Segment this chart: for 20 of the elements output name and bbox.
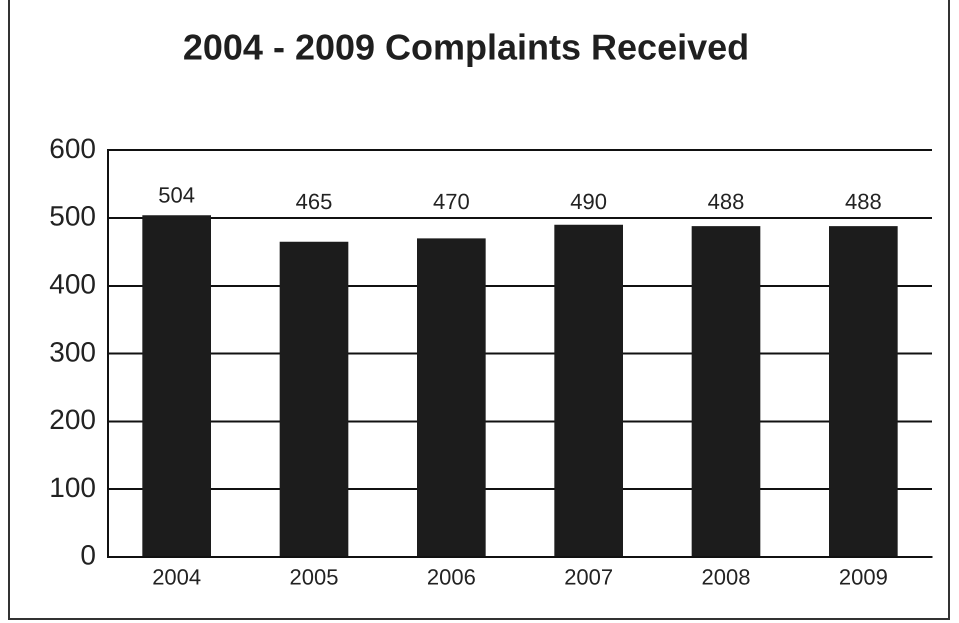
data-label: 488 <box>708 189 744 214</box>
y-tick-label: 600 <box>49 132 96 164</box>
x-tick-label: 2005 <box>290 564 338 590</box>
x-tick-label: 2008 <box>702 564 750 590</box>
data-label: 504 <box>158 182 196 208</box>
x-tick-label: 2007 <box>564 564 614 590</box>
y-tick-label: 100 <box>49 472 96 503</box>
y-tick-label: 300 <box>49 336 96 368</box>
x-tick-label: 2009 <box>838 564 888 590</box>
x-tick-label: 2006 <box>426 564 476 590</box>
data-label: 488 <box>844 189 882 214</box>
data-label: 470 <box>432 189 470 214</box>
y-tick-label: 500 <box>49 200 96 232</box>
y-tick-label: 200 <box>49 404 96 436</box>
data-label: 465 <box>296 189 332 214</box>
y-tick-label: 400 <box>49 268 96 300</box>
x-tick-label: 2004 <box>152 564 202 590</box>
chart-title: 2004 - 2009 Complaints Received <box>182 26 750 68</box>
data-label: 490 <box>570 189 608 214</box>
y-tick-label: 0 <box>80 540 96 571</box>
